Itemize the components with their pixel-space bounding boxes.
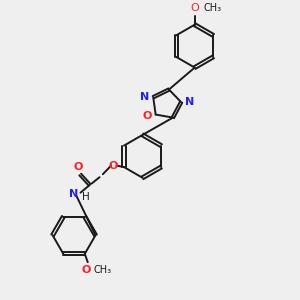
Text: O: O: [143, 111, 152, 121]
Text: O: O: [109, 160, 118, 171]
Text: O: O: [74, 161, 83, 172]
Text: CH₃: CH₃: [203, 3, 221, 13]
Text: O: O: [82, 265, 91, 275]
Text: N: N: [185, 97, 194, 106]
Text: O: O: [190, 3, 199, 14]
Text: N: N: [69, 190, 78, 200]
Text: H: H: [82, 192, 90, 203]
Text: CH₃: CH₃: [93, 265, 111, 275]
Text: N: N: [140, 92, 150, 102]
